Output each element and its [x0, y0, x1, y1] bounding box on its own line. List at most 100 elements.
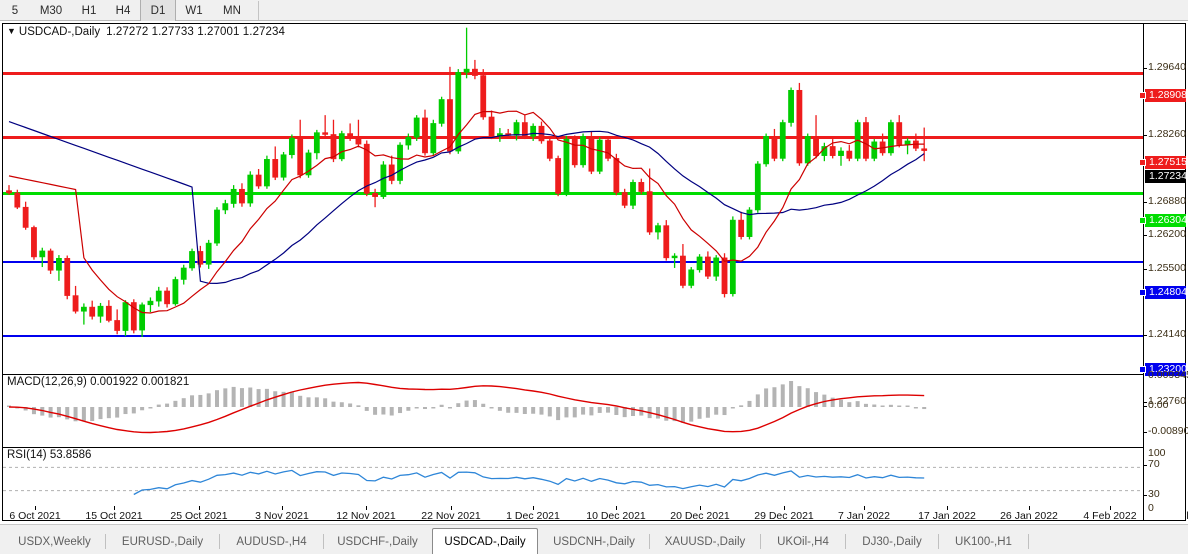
price-axis[interactable]: 1.29640 1.28260 1.26880 1.26200 1.25500 1.241…	[1139, 24, 1188, 520]
price-level-handle[interactable]	[1139, 366, 1146, 373]
candle	[255, 174, 262, 187]
price-level-line[interactable]	[3, 72, 1143, 76]
chart-tab-usdcaddaily[interactable]: USDCAD-,Daily	[432, 528, 538, 554]
candle	[472, 68, 478, 76]
chart-tab-dj30daily[interactable]: DJ30-,Daily	[862, 535, 922, 548]
candle	[680, 255, 686, 286]
macd-header: MACD(12,26,9) 0.001922 0.001821	[7, 376, 190, 388]
chart-frame: ▼ USDCAD-,Daily 1.27272 1.27733 1.27001 1.…	[2, 23, 1188, 522]
price-level-line[interactable]	[3, 335, 1143, 338]
macd-histogram-bar	[597, 407, 602, 413]
price-level-label-support[interactable]: 1.26304	[1145, 214, 1187, 227]
candle	[829, 146, 836, 156]
macd-histogram-bar	[506, 407, 511, 413]
rsi-pane[interactable]: RSI(14) 53.8586	[3, 447, 1143, 510]
timeframe-button-h1[interactable]: H1	[81, 4, 97, 17]
date-axis-tick	[114, 506, 115, 510]
chart-tab-xauusddaily[interactable]: XAUUSD-,Daily	[664, 535, 746, 548]
price-level-line[interactable]	[3, 261, 1143, 264]
candle	[31, 227, 37, 258]
chart-tab-usdxweekly[interactable]: USDX,Weekly	[18, 535, 91, 548]
tick-mark	[1144, 202, 1147, 203]
candle	[380, 164, 387, 197]
date-axis-tick	[1029, 506, 1030, 510]
candle	[521, 122, 528, 137]
price-level-label-support[interactable]: 1.24804	[1145, 286, 1187, 299]
price-level-handle[interactable]	[1139, 289, 1146, 296]
moving-average-line	[8, 110, 925, 314]
moving-average-line	[8, 121, 925, 285]
date-axis-label: 22 Nov 2021	[421, 510, 481, 522]
timeframe-button-5[interactable]: 5	[11, 4, 19, 17]
macd-histogram-bar	[31, 407, 36, 415]
candle	[72, 295, 79, 312]
timeframe-button-mn[interactable]: MN	[223, 4, 241, 17]
candle	[713, 257, 720, 277]
candle	[230, 188, 237, 204]
macd-histogram-bar	[622, 407, 627, 418]
chart-tab-usdcnhdaily[interactable]: USDCNH-,Daily	[553, 535, 635, 548]
chart-menu-arrow-icon[interactable]: ▼	[7, 26, 16, 36]
chart-tab-uk100h1[interactable]: UK100-,H1	[955, 535, 1012, 548]
macd-histogram-bar	[148, 407, 153, 409]
rsi-axis-tick-label: 30	[1148, 488, 1160, 500]
macd-histogram-bar	[373, 407, 378, 415]
candle	[646, 191, 653, 233]
price-level-line[interactable]	[3, 192, 1143, 196]
price-level-label-resistance[interactable]: 1.28908	[1145, 89, 1187, 102]
candle	[372, 193, 378, 197]
candle	[804, 136, 811, 164]
candle	[47, 250, 54, 271]
macd-histogram-bar	[106, 407, 111, 419]
timeframe-button-h4[interactable]: H4	[115, 4, 131, 17]
macd-histogram-bar	[814, 392, 819, 407]
candle	[663, 225, 670, 259]
macd-pane[interactable]: MACD(12,26,9) 0.001922 0.001821	[3, 374, 1143, 446]
macd-histogram-bar	[239, 388, 244, 407]
macd-histogram-bar	[514, 407, 519, 413]
date-axis-tick	[864, 506, 865, 510]
candle	[430, 123, 437, 154]
candle	[355, 136, 362, 145]
macd-histogram-bar	[314, 397, 319, 407]
date-axis-tick	[700, 506, 701, 510]
chart-tab-usdchfdaily[interactable]: USDCHF-,Daily	[337, 535, 418, 548]
timeframe-button-m30[interactable]: M30	[39, 4, 63, 17]
macd-histogram-bar	[356, 405, 361, 407]
date-axis-label: 25 Oct 2021	[170, 510, 228, 522]
macd-histogram-bar	[730, 407, 735, 409]
macd-histogram-bar	[73, 407, 78, 422]
macd-histogram-bar	[556, 407, 561, 421]
macd-histogram-bar	[281, 391, 286, 407]
price-level-handle[interactable]	[1139, 217, 1146, 224]
macd-canvas	[7, 381, 927, 434]
date-axis-label: 1 Dec 2021	[506, 510, 560, 522]
price-level-label-last-price[interactable]: 1.27234	[1145, 170, 1187, 183]
rsi-header: RSI(14) 53.8586	[7, 449, 92, 461]
candle	[22, 206, 29, 228]
price-level-handle[interactable]	[1139, 159, 1146, 166]
macd-histogram-bar	[98, 407, 103, 420]
chart-tab-ukoilh4[interactable]: UKOil-,H4	[777, 535, 829, 548]
price-axis-tick: 1.29640	[1144, 61, 1186, 73]
tab-separator	[1028, 534, 1029, 549]
candle	[796, 89, 803, 164]
macd-histogram-bar	[722, 407, 727, 416]
date-axis-tick	[199, 506, 200, 510]
price-level-line[interactable]	[3, 136, 1143, 140]
date-axis-tick	[947, 506, 948, 510]
macd-histogram-bar	[156, 404, 161, 407]
timeframe-button-d1[interactable]: D1	[140, 0, 176, 21]
price-level-handle[interactable]	[1139, 92, 1146, 99]
candle	[771, 136, 778, 159]
macd-histogram-bar	[805, 388, 810, 407]
price-pane[interactable]: ▼ USDCAD-,Daily 1.27272 1.27733 1.27001 1.…	[3, 24, 1143, 372]
macd-histogram-bar	[489, 407, 494, 409]
rsi-axis-tick: 30	[1144, 488, 1186, 500]
candle	[80, 306, 87, 312]
price-level-label-support[interactable]: 1.23200	[1145, 363, 1187, 376]
timeframe-button-w1[interactable]: W1	[185, 4, 203, 17]
chart-tab-eurusddaily[interactable]: EURUSD-,Daily	[121, 535, 204, 548]
price-level-label-resistance[interactable]: 1.27515	[1145, 156, 1187, 169]
chart-tab-audusdh4[interactable]: AUDUSD-,H4	[236, 535, 307, 548]
